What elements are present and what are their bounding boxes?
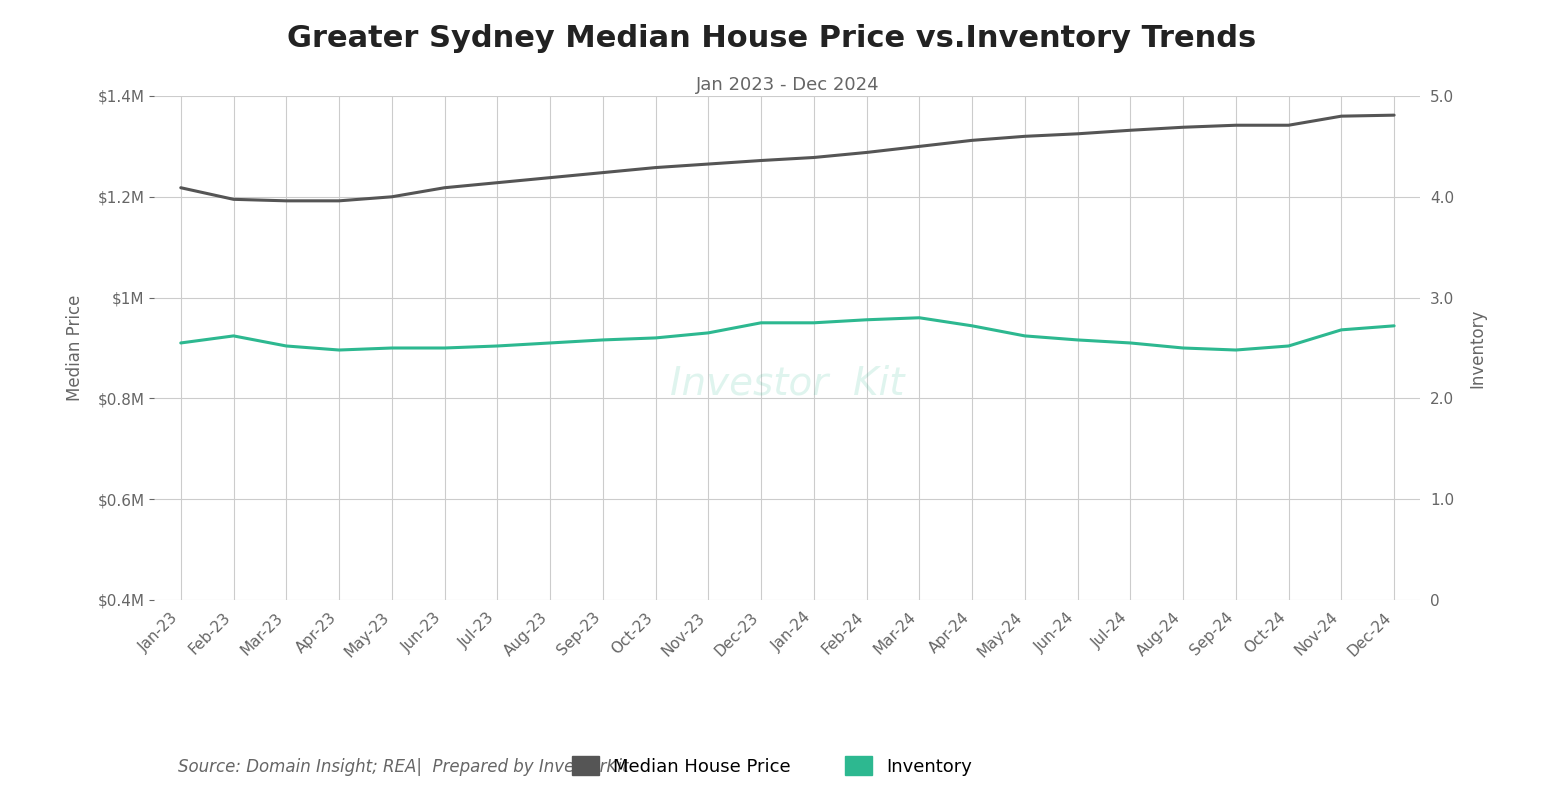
Title: Jan 2023 - Dec 2024: Jan 2023 - Dec 2024 xyxy=(696,77,879,94)
Legend: Median House Price, Inventory: Median House Price, Inventory xyxy=(565,749,979,783)
Y-axis label: Inventory: Inventory xyxy=(1468,308,1487,388)
Text: Greater Sydney Median House Price vs.Inventory Trends: Greater Sydney Median House Price vs.Inv… xyxy=(287,24,1257,53)
Text: Investor  Kit: Investor Kit xyxy=(670,364,905,402)
Y-axis label: Median Price: Median Price xyxy=(66,295,83,401)
Text: Source: Domain Insight; REA|  Prepared by InvestorKit: Source: Domain Insight; REA| Prepared by… xyxy=(178,758,628,776)
